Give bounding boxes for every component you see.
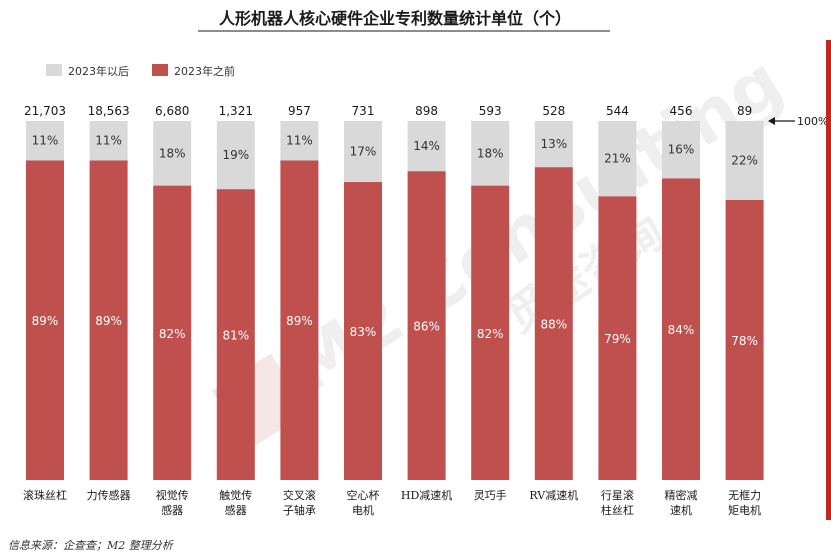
bar-segment-before	[344, 182, 382, 480]
data-label-before: 82%	[159, 327, 186, 341]
bar-segment-after	[26, 121, 64, 161]
data-label-before: 86%	[413, 320, 440, 334]
bar-segment-before	[598, 196, 637, 480]
bar-segment-before	[725, 199, 764, 481]
category-label: 空心杯	[347, 488, 380, 502]
reference-label: 100%	[797, 115, 828, 128]
legend-label-before: 2023年之前	[174, 64, 235, 78]
data-label-after: 11%	[95, 134, 122, 148]
bar-segment-before	[534, 167, 573, 480]
category-label: 电机	[352, 503, 374, 517]
bar-segment-before	[89, 160, 128, 481]
bar-segment-before	[662, 178, 700, 480]
bar-segment-after	[153, 121, 192, 186]
data-label-after: 14%	[413, 139, 440, 153]
data-label-after: 18%	[477, 146, 504, 160]
bar-segment-after	[344, 121, 382, 183]
data-label-before: 89%	[32, 314, 59, 328]
bar-segment-after	[216, 121, 255, 190]
category-label: 矩电机	[728, 503, 761, 517]
data-label-before: 83%	[350, 325, 377, 339]
reference-arrowhead	[768, 117, 775, 125]
category-label: 触觉传	[219, 488, 252, 502]
data-label-before: 78%	[731, 334, 758, 348]
bar-segment-after	[662, 121, 700, 179]
data-label-after: 22%	[731, 153, 758, 167]
data-label-before: 81%	[222, 329, 249, 343]
bar-total-label: 89	[737, 104, 752, 118]
data-label-after: 19%	[222, 148, 249, 162]
category-label: 行星滚	[601, 488, 634, 502]
bar-total-label: 731	[352, 104, 375, 118]
data-label-before: 79%	[604, 332, 631, 346]
data-label-after: 13%	[540, 137, 567, 151]
category-label: RV减速机	[529, 488, 578, 502]
source-note: 信息来源：企查查；M2 整理分析	[8, 539, 175, 552]
category-label: 感器	[161, 504, 183, 517]
bar-segment-after	[725, 121, 764, 200]
bar-total-label: 544	[606, 104, 629, 118]
bar-total-label: 18,563	[88, 104, 130, 118]
bar-segment-before	[216, 189, 255, 480]
bar-total-label: 957	[288, 104, 311, 118]
bar-total-label: 593	[479, 104, 502, 118]
category-label: 交叉滚	[283, 488, 316, 502]
data-label-after: 21%	[604, 152, 631, 166]
category-label: HD减速机	[401, 488, 452, 502]
category-label: 子轴承	[283, 503, 316, 517]
bar-segment-before	[407, 171, 446, 480]
bar-segment-before	[153, 185, 192, 480]
category-label: 感器	[225, 504, 247, 517]
data-label-before: 82%	[477, 327, 504, 341]
bar-segment-before	[471, 185, 510, 480]
data-label-after: 17%	[350, 145, 377, 159]
category-label: 力传感器	[87, 489, 131, 502]
data-label-after: 11%	[286, 134, 313, 148]
legend-swatch-before	[152, 64, 168, 76]
legend-label-after: 2023年以后	[68, 64, 129, 78]
category-label: 灵巧手	[474, 488, 507, 502]
data-label-before: 89%	[95, 314, 122, 328]
category-label: 滚珠丝杠	[23, 488, 67, 502]
data-label-before: 88%	[540, 318, 567, 332]
category-label: 视觉传	[156, 488, 189, 502]
bar-segment-after	[280, 121, 319, 161]
bar-total-label: 6,680	[155, 104, 189, 118]
bar-segment-before	[26, 160, 64, 481]
data-label-after: 18%	[159, 146, 186, 160]
bar-segment-after	[598, 121, 637, 197]
bar-total-label: 456	[670, 104, 693, 118]
data-label-after: 11%	[32, 134, 59, 148]
data-label-after: 16%	[668, 143, 695, 157]
category-label: 速机	[670, 503, 692, 517]
category-label: 柱丝杠	[601, 503, 634, 517]
reference-marker: 100%	[768, 115, 828, 128]
data-label-before: 84%	[668, 323, 695, 337]
bars-layer: 21,703 11% 89% 滚珠丝杠 18,563 11% 89% 力传感器 6,680 18%…	[23, 104, 764, 517]
legend-swatch-after	[46, 64, 62, 76]
bar-segment-before	[280, 160, 319, 481]
bar-segment-after	[471, 121, 510, 186]
bar-segment-after	[407, 121, 446, 172]
bar-total-label: 1,321	[219, 104, 253, 118]
chart-title: 人形机器人核心硬件企业专利数量统计单位（个）	[219, 9, 571, 28]
bar-segment-after	[534, 121, 573, 168]
legend: 2023年以后 2023年之前	[46, 64, 235, 78]
category-label: 精密减	[665, 488, 698, 502]
bar-total-label: 528	[542, 104, 565, 118]
bar-total-label: 898	[415, 104, 438, 118]
right-edge-accent	[826, 40, 831, 520]
category-label: 无框力	[728, 489, 761, 502]
data-label-before: 89%	[286, 314, 313, 328]
bar-segment-after	[89, 121, 128, 161]
bar-total-label: 21,703	[24, 104, 66, 118]
